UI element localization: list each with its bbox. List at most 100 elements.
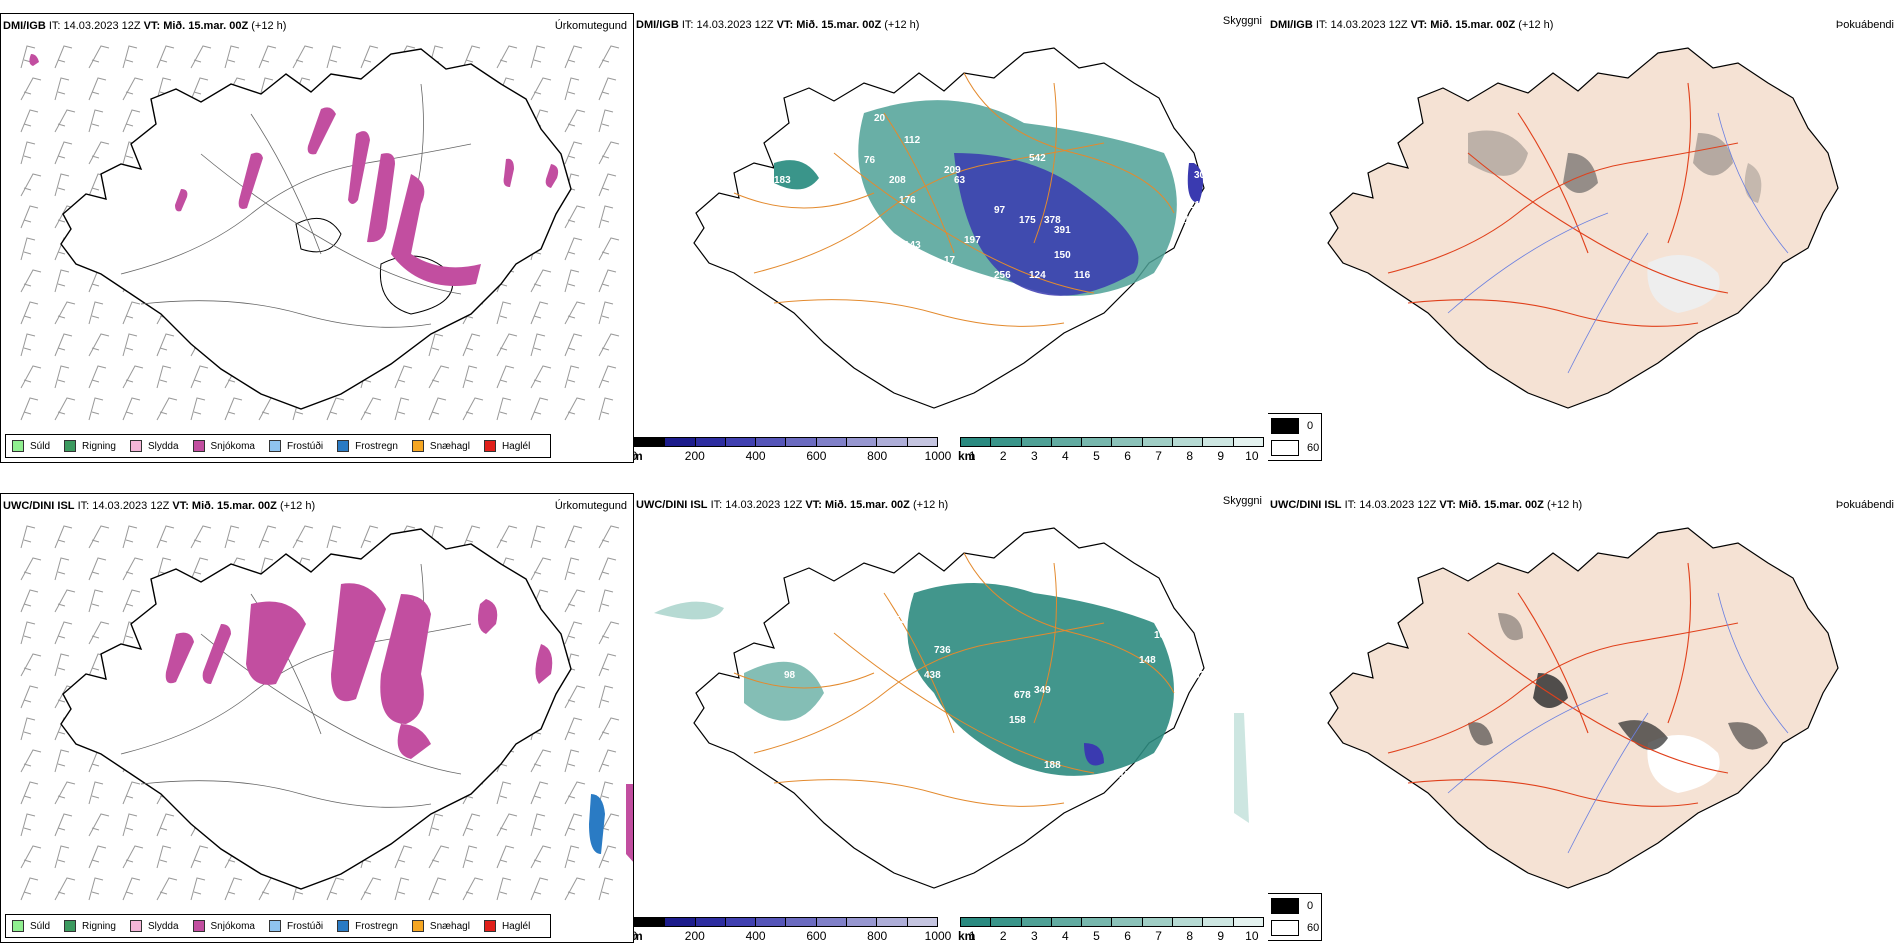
legend-swatch (129, 440, 142, 452)
wind-barb (564, 141, 583, 165)
lead-time: (+12 h) (1518, 19, 1554, 31)
colorbar-tick: 1000 (924, 929, 952, 943)
wind-barb (292, 45, 314, 69)
colorbar-tick: 5 (1093, 929, 1100, 943)
wind-barb (156, 877, 178, 901)
legend-swatch (268, 440, 281, 452)
wind-barb (598, 141, 620, 165)
wind-barb (598, 365, 617, 389)
colorbar-cell (1082, 918, 1113, 926)
visibility-labels: 253 80 736 438 98 678 349 158 105 148 32 93 238 164 85… (784, 615, 1206, 781)
wind-barb (530, 45, 546, 69)
visibility-value-label: 197 (964, 235, 981, 246)
wind-barb (598, 45, 620, 69)
wind-barb (190, 77, 209, 101)
wind-barb (88, 813, 110, 837)
colorbar-cell (1112, 918, 1143, 926)
colorbar-tick: 600 (806, 449, 827, 463)
wind-barb (496, 877, 512, 901)
visibility-value-label: 256 (994, 270, 1011, 281)
model-name: DMI/IGB (3, 20, 46, 32)
precip-type-panel-uwc: UWC/DINI ISL IT: 14.03.2023 12Z VT: Mið.… (0, 493, 634, 943)
field-name: Þokuábendi (1835, 499, 1894, 511)
wind-barb (122, 813, 138, 837)
colorbar-tick: 10 (1245, 449, 1259, 463)
wind-barb (20, 333, 36, 357)
wind-barb (88, 621, 110, 645)
wind-barb (224, 45, 240, 69)
legend-swatch (12, 440, 24, 452)
precip-type-map (20, 525, 633, 901)
wind-barb (20, 301, 39, 325)
wind-barb (20, 845, 42, 869)
precip-type-panel-dmi: DMI/IGB IT: 14.03.2023 12Z VT: Mið. 15.m… (0, 13, 634, 463)
wind-barb (122, 397, 141, 421)
wind-barb (88, 525, 110, 549)
colorbar-tick: 6 (1124, 449, 1131, 463)
wind-barb (88, 397, 104, 421)
legend-item: Slydda (129, 440, 179, 452)
wind-barb (156, 845, 172, 869)
wind-barb (54, 301, 76, 325)
legend-swatch (337, 920, 350, 932)
visibility-value-label: 183 (774, 175, 791, 186)
glaciers (295, 217, 453, 315)
colorbar-tick: 9 (1217, 929, 1225, 943)
visibility-panel-uwc: UWC/DINI ISL IT: 14.03.2023 12Z VT: Mið.… (634, 493, 1268, 943)
wind-barb (190, 877, 206, 901)
visibility-value-label: 158 (1009, 715, 1026, 726)
wind-barb (496, 301, 512, 325)
wind-barb (224, 397, 243, 421)
wind-barb (88, 301, 104, 325)
fog-legend-row: 0 (1268, 896, 1321, 916)
field-name: Úrkomutegund (554, 500, 627, 512)
wind-barb (598, 205, 614, 229)
colorbar-cell (877, 918, 908, 926)
wind-barb (54, 653, 70, 677)
visibility-value-label: 391 (1054, 225, 1071, 236)
wind-barb (224, 877, 243, 901)
wind-barb (122, 557, 144, 581)
legend-item: Snæhagl (411, 920, 470, 932)
legend-item: Haglél (483, 920, 530, 932)
fog-legend-swatch (1271, 418, 1299, 434)
wind-barb (122, 301, 141, 325)
wind-barb (54, 589, 76, 613)
wind-barb (496, 781, 512, 805)
colorbar-tick: 6 (1124, 929, 1131, 943)
wind-barb (598, 237, 620, 261)
wind-barb (54, 525, 73, 549)
wind-barb (564, 77, 580, 101)
wind-barb (598, 173, 617, 197)
colorbar-tick: 5 (1093, 449, 1100, 463)
visibility-value-label: 170 (864, 245, 881, 256)
visibility-value-label: 678 (1014, 690, 1031, 701)
wind-barb (462, 45, 481, 69)
field-name: Skyggni (1222, 495, 1262, 507)
init-time: IT: 14.03.2023 12Z (1344, 499, 1437, 511)
fog-legend-swatch (1271, 440, 1299, 456)
colorbar-tick: 4 (1062, 929, 1069, 943)
wind-barb (20, 877, 39, 901)
wind-barb (54, 813, 73, 837)
wind-barb (564, 813, 583, 837)
colorbar-tick: 2 (999, 449, 1007, 463)
legend-item: Rigning (64, 440, 116, 452)
colorbar-cell (695, 918, 726, 926)
legend-swatch (337, 440, 350, 452)
model-name: UWC/DINI ISL (1270, 499, 1342, 511)
visibility-value-label: 175 (1019, 215, 1036, 226)
precip-type-legend: Súld Rigning Slydda Snjókoma Frostúði Frostre… (5, 434, 552, 458)
fog-legend-swatch (1271, 898, 1299, 914)
fog-legend-value: 60 (1307, 922, 1320, 934)
wind-barb (20, 77, 42, 101)
colorbar-cell (665, 438, 696, 446)
colorbar-tick: 1 (968, 449, 976, 463)
wind-barb (360, 397, 382, 421)
wind-barb (428, 365, 450, 389)
wind-barb (598, 333, 620, 357)
panel-header: DMI/IGB IT: 14.03.2023 12Z VT: Mið. 15.m… (3, 20, 631, 34)
valid-time: VT: Mið. 15.mar. 00Z (1439, 499, 1544, 511)
colorbar-tick: 800 (867, 929, 888, 943)
wind-barb (54, 77, 70, 101)
